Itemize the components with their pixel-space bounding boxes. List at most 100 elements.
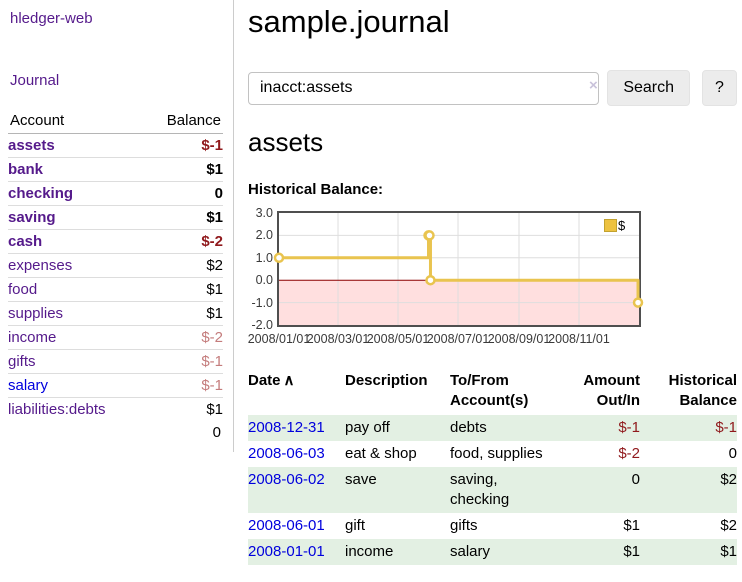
account-link[interactable]: checking [8,185,74,202]
account-page-title: assets [248,127,324,157]
account-balance: $1 [144,301,223,326]
account-link[interactable]: cash [8,233,43,250]
account-balance: $1 [144,397,223,421]
chart-canvas [273,213,644,325]
main-content: sample.journal × Search ? assets Histori… [248,0,737,565]
transaction-accounts: food, supplies [450,445,543,462]
accounts-table: Account Balance assets $-1 bank $1 checking 0… [8,109,223,444]
transaction-accounts: salary [450,543,491,560]
transaction-amount: $-2 [618,445,640,462]
accounts-total-row: 0 [8,421,223,444]
account-link[interactable]: gifts [8,353,36,370]
account-row: checking 0 [8,181,223,206]
transaction-accounts: gifts [450,517,478,534]
account-balance: $1 [144,205,223,230]
account-link[interactable]: bank [8,161,44,178]
transaction-row: 2008-06-02 save saving, checking 0 $2 [248,467,737,513]
amount-header-line1: Amount [583,372,640,389]
legend-label: $ [618,218,626,233]
x-axis-tick-label: 2008/03/01 [306,332,370,346]
search-input[interactable] [248,71,600,105]
account-link[interactable]: food [8,281,38,298]
chart-plot-area [273,211,644,327]
transactions-header-balance: Historical Balance [640,369,737,415]
account-link[interactable]: liabilities:debts [8,401,106,418]
x-axis-tick-label: 2008/05/01 [366,332,430,346]
transaction-description: income [345,543,394,560]
account-balance: $1 [144,157,223,182]
sidebar: hledger-web Journal Account Balance asse… [0,0,234,452]
transactions-header-description: Description [345,372,428,389]
account-row: saving $1 [8,205,223,230]
account-balance: $-1 [144,349,223,374]
x-axis-tick-label: 2008/09/01 [487,332,551,346]
accounts-header-balance: Balance [144,109,223,134]
clear-search-icon[interactable]: × [589,77,598,94]
account-balance: $2 [144,253,223,278]
account-balance: 0 [144,181,223,206]
chart-legend: $ [604,218,625,233]
legend-swatch-icon [604,219,617,232]
account-balance: $-2 [144,325,223,350]
transaction-accounts: saving, checking [450,471,510,508]
app-title-link[interactable]: hledger-web [10,10,93,27]
transaction-balance: 0 [728,445,737,462]
transaction-description: eat & shop [345,445,417,462]
transaction-row: 2008-06-01 gift gifts $1 $2 [248,513,737,539]
account-row: gifts $-1 [8,349,223,374]
transaction-amount: $1 [623,543,640,560]
account-row: cash $-2 [8,229,223,254]
accounts-header-line2: Account(s) [450,392,529,409]
page-title: sample.journal [248,4,450,39]
accounts-header-row: Account Balance [8,109,223,134]
transaction-row: 2008-12-31 pay off debts $-1 $-1 [248,415,737,441]
transaction-row: 2008-01-01 income salary $1 $1 [248,539,737,565]
help-button[interactable]: ? [702,70,737,106]
historical-balance-chart: $ 3.0 2.0 1.0 0.0 -1.0 -2.0 2008/01/01 2008/03/… [248,205,737,353]
transaction-date-link[interactable]: 2008-01-01 [248,543,325,560]
account-link[interactable]: assets [8,137,55,154]
transaction-description: gift [345,517,366,534]
transaction-date-link[interactable]: 2008-06-02 [248,471,325,488]
y-axis-tick-label: 1.0 [255,250,273,265]
balance-header-line1: Historical [668,372,737,389]
transaction-balance: $2 [720,517,737,534]
transaction-amount: $-1 [618,419,640,436]
account-row: income $-2 [8,325,223,350]
chart-heading: Historical Balance: [248,181,384,198]
transaction-accounts: debts [450,419,487,436]
account-row: supplies $1 [8,301,223,326]
transaction-balance: $-1 [715,419,737,436]
sidebar-item-journal[interactable]: Journal [10,72,60,89]
account-link[interactable]: salary [8,377,49,394]
transaction-date-link[interactable]: 2008-12-31 [248,419,325,436]
accounts-total-value: 0 [212,424,221,441]
transactions-header-row: Date ∧ Description To/From Account(s) Amo… [248,369,737,415]
transactions-header-amount: Amount Out/In [560,369,640,415]
account-balance: $-1 [144,373,223,398]
search-button[interactable]: Search [607,70,691,106]
account-link[interactable]: saving [8,209,56,226]
account-balance: $-1 [201,137,223,154]
transaction-balance: $1 [720,543,737,560]
account-balance: $-2 [144,229,223,254]
transaction-description: pay off [345,419,390,436]
y-axis-tick-label: 3.0 [255,206,273,220]
y-axis-tick-label: 2.0 [255,228,273,243]
x-axis-tick-label: 2008/07/01 [426,332,490,346]
account-link[interactable]: supplies [8,305,64,322]
transaction-date-link[interactable]: 2008-06-03 [248,445,325,462]
transactions-header-date[interactable]: Date ∧ [248,369,345,415]
x-axis-tick-label: 2008/01/01 [247,332,311,346]
accounts-header-account: Account [8,109,145,134]
accounts-total-spacer [8,421,144,444]
transaction-amount: 0 [631,471,640,488]
account-link[interactable]: expenses [8,257,73,274]
transactions-header-accounts: To/From Account(s) [450,369,560,415]
account-row: liabilities:debts $1 [8,397,223,421]
transaction-date-link[interactable]: 2008-06-01 [248,517,325,534]
account-link[interactable]: income [8,329,57,346]
transactions-body: 2008-12-31 pay off debts $-1 $-1 2008-06-03 ea… [248,415,737,565]
transaction-balance: $2 [720,471,737,488]
